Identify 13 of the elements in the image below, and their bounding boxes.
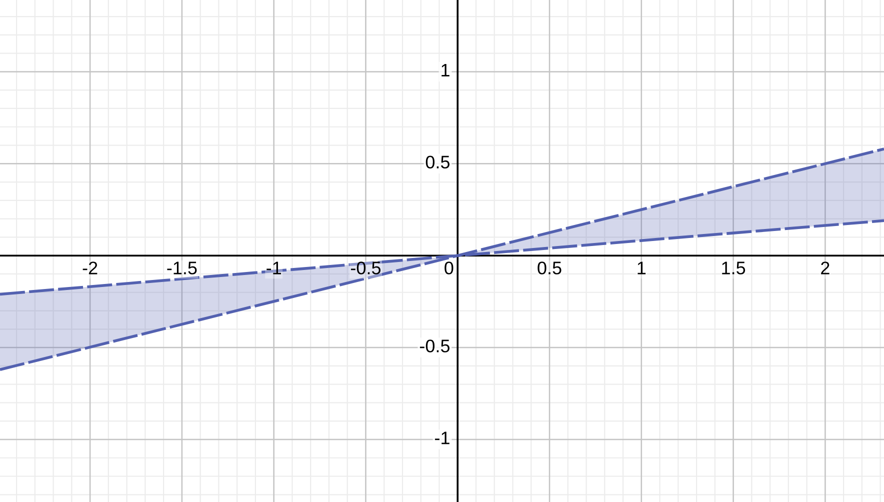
x-tick-label: 0.5 bbox=[538, 262, 562, 274]
x-tick-label: 1 bbox=[638, 262, 646, 274]
y-tick-label: 1 bbox=[442, 64, 450, 76]
y-tick-label: -1 bbox=[435, 432, 450, 444]
x-tick-label: -1.5 bbox=[167, 262, 197, 274]
x-tick-label: 1.5 bbox=[722, 262, 746, 274]
x-tick-label: 0 bbox=[444, 262, 454, 274]
x-tick-label: -2 bbox=[82, 262, 98, 274]
x-tick-label: 2 bbox=[821, 262, 830, 274]
x-tick-label: -1 bbox=[266, 262, 281, 274]
x-tick-label: -0.5 bbox=[350, 262, 381, 274]
y-tick-label: -0.5 bbox=[420, 340, 450, 352]
y-tick-label: 0.5 bbox=[426, 156, 450, 168]
